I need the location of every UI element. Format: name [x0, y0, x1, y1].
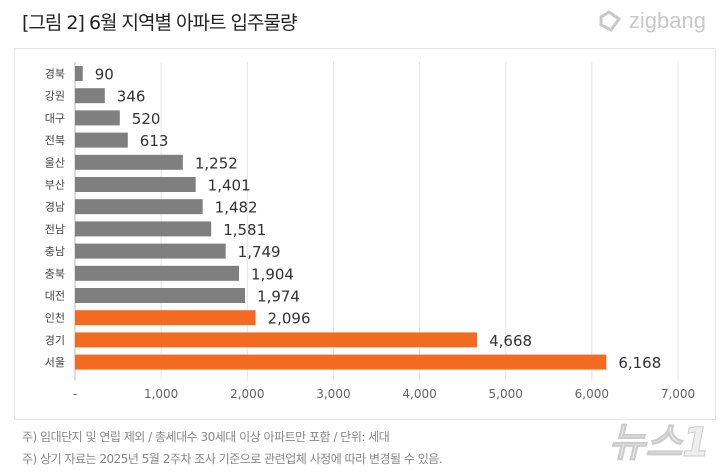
bar-1: [75, 88, 105, 104]
y-category-label: 경북: [45, 68, 65, 81]
chart-title: [그림 2] 6월 지역별 아파트 입주물량: [22, 12, 297, 34]
logo-text: zigbang: [628, 8, 706, 33]
y-category-label: 충남: [45, 245, 65, 258]
bar-12: [75, 332, 478, 348]
data-label: 2,096: [268, 310, 311, 328]
data-label: 346: [117, 88, 146, 106]
news1-watermark: 뉴스1: [608, 420, 710, 467]
y-category-label: 부산: [45, 179, 65, 192]
bar-4: [75, 154, 183, 170]
bar-8: [75, 243, 226, 259]
chart-frame: [14, 48, 716, 420]
x-tick-label: 4,000: [402, 387, 436, 401]
bar-10: [75, 288, 246, 303]
x-tick-label: 6,000: [575, 387, 609, 401]
x-tick-label: 3,000: [316, 387, 350, 401]
y-category-label: 대전: [45, 290, 65, 303]
data-label: 1,581: [223, 221, 266, 239]
y-category-label: 충북: [45, 267, 65, 280]
y-category-label: 인천: [45, 311, 65, 325]
bar-2: [75, 110, 120, 126]
bar-3: [75, 132, 128, 148]
footnote-1: 주) 임대단지 및 연립 제외 / 총세대수 30세대 이상 아파트만 포함 /…: [22, 430, 390, 444]
bar-0: [75, 66, 83, 81]
bar-5: [75, 177, 196, 192]
bar-6: [75, 199, 203, 215]
bar-11: [75, 310, 256, 326]
y-category-label: 서울: [45, 356, 65, 369]
y-category-label: 강원: [45, 90, 65, 103]
bar-9: [75, 265, 240, 281]
y-category-label: 경남: [45, 201, 65, 214]
data-label: 6,168: [618, 354, 661, 372]
bar-7: [75, 221, 212, 237]
zigbang-logo-icon: [599, 10, 622, 32]
data-label: 520: [132, 110, 161, 128]
data-label: 1,401: [208, 177, 251, 195]
footnote-2: 주) 상기 자료는 2025년 5월 2주차 조사 기준으로 관련업체 사정에 …: [22, 452, 443, 466]
data-label: 1,904: [251, 265, 294, 283]
y-category-label: 전북: [45, 134, 65, 147]
data-label: 1,974: [257, 288, 300, 306]
x-tick-label: -: [73, 387, 77, 401]
data-label: 613: [140, 132, 169, 150]
data-label: 1,252: [195, 154, 238, 172]
y-category-label: 경기: [45, 334, 65, 347]
data-label: 4,668: [489, 332, 532, 350]
x-tick-label: 1,000: [144, 387, 178, 401]
y-category-label: 전남: [45, 223, 65, 236]
data-label: 1,482: [215, 199, 258, 217]
data-label: 90: [95, 66, 114, 84]
x-tick-label: 2,000: [230, 387, 264, 401]
x-tick-label: 5,000: [489, 387, 523, 401]
bar-13: [75, 354, 607, 370]
y-category-label: 울산: [45, 156, 65, 169]
zigbang-logo: zigbang: [597, 8, 706, 34]
y-category-label: 대구: [45, 112, 65, 125]
data-label: 1,749: [238, 243, 281, 261]
x-tick-label: 7,000: [661, 387, 695, 401]
